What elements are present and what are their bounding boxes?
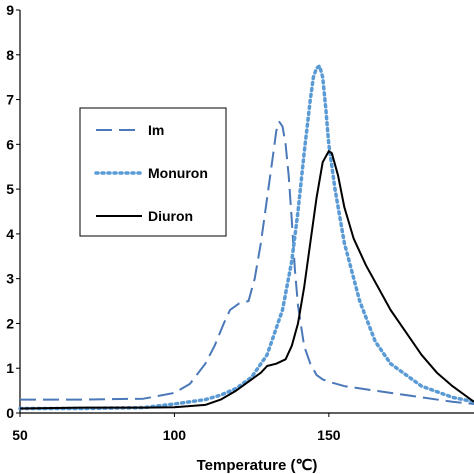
y-tick-label: 2 <box>6 315 14 331</box>
y-tick-label: 8 <box>6 47 14 63</box>
x-axis-title: Temperature (℃) <box>197 457 318 474</box>
legend-label-im: Im <box>148 122 164 138</box>
y-tick-label: 6 <box>6 136 14 152</box>
x-tick-label: 100 <box>163 427 187 443</box>
y-tick-label: 1 <box>6 360 14 376</box>
y-tick-label: 4 <box>6 226 14 242</box>
x-tick-label: 50 <box>12 427 28 443</box>
chart-legend: Im Monuron Diuron <box>79 107 227 237</box>
y-tick-label: 7 <box>6 92 14 108</box>
chart-axes: 0 1 2 3 4 5 6 7 8 9 50 100 150 <box>6 2 474 443</box>
series-line-monuron <box>18 64 474 411</box>
y-tick-label: 5 <box>6 181 14 197</box>
series-line-diuron <box>19 150 474 410</box>
x-tick-label: 150 <box>317 427 341 443</box>
series-line-im <box>20 120 474 405</box>
legend-label-diuron: Diuron <box>148 208 193 224</box>
chart-series <box>18 64 474 411</box>
y-tick-label: 3 <box>6 271 14 287</box>
y-tick-label: 9 <box>6 2 14 18</box>
y-tick-label: 0 <box>6 405 14 421</box>
legend-label-monuron: Monuron <box>148 165 208 181</box>
